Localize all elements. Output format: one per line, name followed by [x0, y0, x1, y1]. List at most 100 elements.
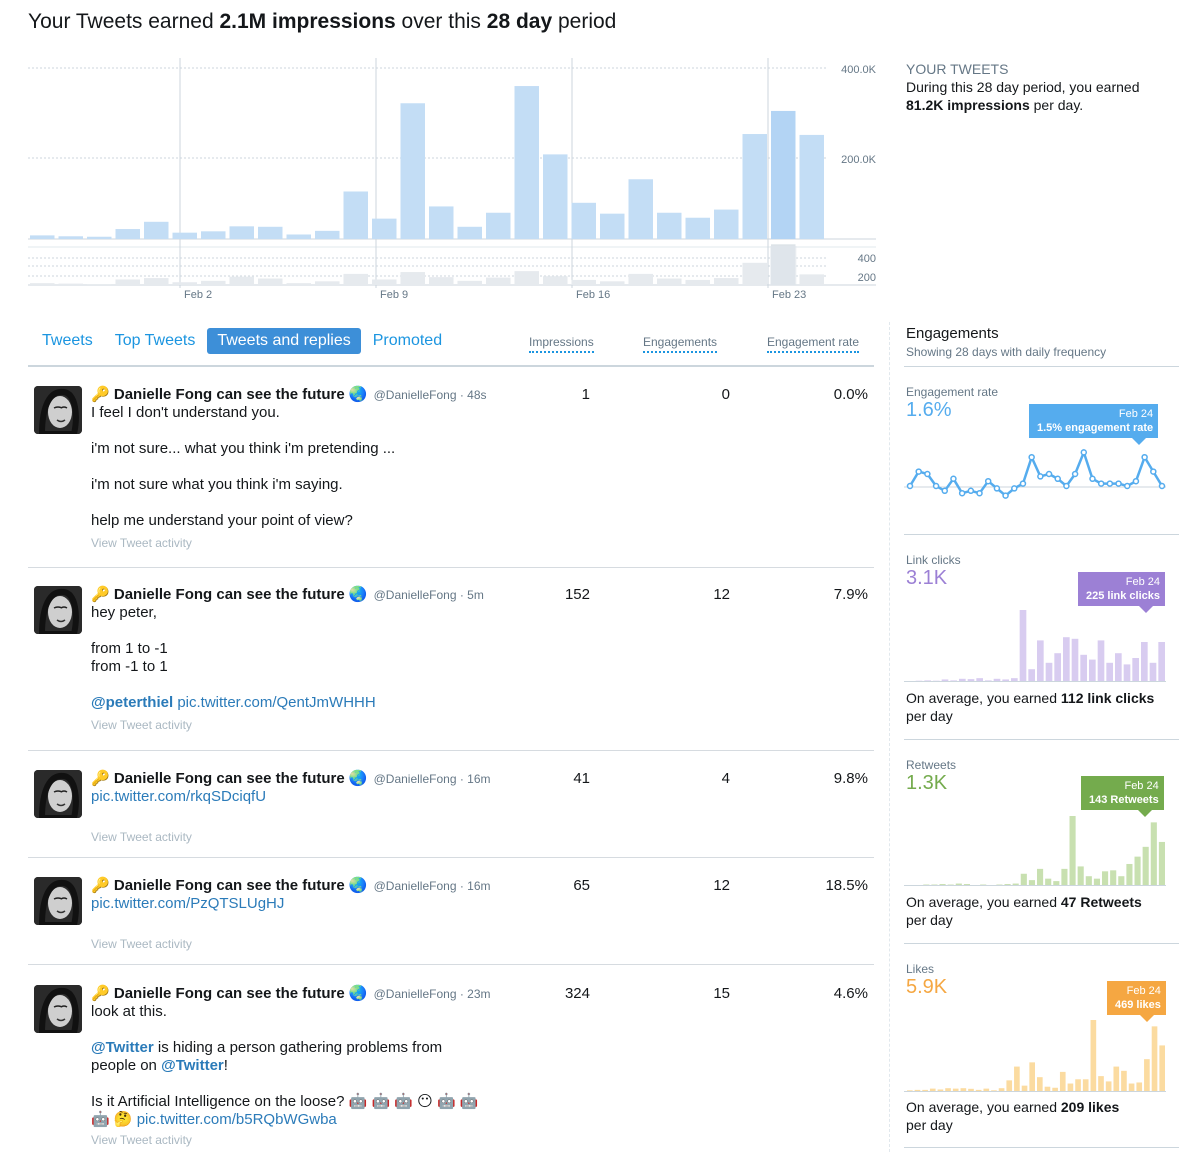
engagements-bar[interactable]	[685, 279, 711, 285]
daily-bar[interactable]	[941, 679, 949, 682]
daily-bar[interactable]	[967, 679, 975, 682]
engagement-rate-point[interactable]	[958, 489, 966, 497]
daily-bar[interactable]	[976, 678, 983, 682]
daily-bar[interactable]	[914, 1089, 921, 1092]
engagements-bar[interactable]	[628, 273, 654, 285]
daily-bar[interactable]	[1011, 678, 1018, 682]
pic-link[interactable]: pic.twitter.com/rkqSDciqfU	[91, 788, 267, 805]
impressions-bar[interactable]	[514, 86, 540, 240]
column-engagements[interactable]: Engagements	[643, 335, 718, 353]
engagement-rate-point[interactable]	[1019, 480, 1027, 487]
avatar[interactable]	[34, 586, 82, 634]
impressions-bar[interactable]	[771, 110, 796, 239]
daily-bar[interactable]	[1098, 1076, 1104, 1092]
engagement-rate-point[interactable]	[1132, 477, 1140, 485]
daily-bar[interactable]	[1113, 1066, 1120, 1092]
impressions-bar[interactable]	[486, 212, 511, 239]
view-tweet-activity-link[interactable]: View Tweet activity	[91, 536, 192, 550]
engagements-bar[interactable]	[657, 278, 682, 285]
daily-bar[interactable]	[1126, 863, 1133, 886]
engagement-rate-point[interactable]	[1141, 453, 1148, 461]
mention-link[interactable]: @Twitter	[161, 1057, 224, 1074]
impressions-bar[interactable]	[315, 230, 340, 239]
avatar[interactable]	[34, 985, 82, 1033]
daily-bar[interactable]	[1067, 1083, 1074, 1092]
engagement-rate-point[interactable]	[1150, 468, 1157, 475]
daily-bar[interactable]	[1045, 662, 1053, 682]
author-name[interactable]: Danielle Fong can see the future	[113, 877, 345, 894]
daily-bar[interactable]	[1054, 653, 1061, 682]
engagements-bar[interactable]	[543, 276, 568, 285]
engagements-bar[interactable]	[30, 283, 55, 285]
daily-bar[interactable]	[1075, 1079, 1081, 1092]
daily-bar[interactable]	[929, 1088, 936, 1092]
view-tweet-activity-link[interactable]: View Tweet activity	[91, 830, 192, 844]
daily-bar[interactable]	[1037, 640, 1044, 682]
tab-tweets[interactable]: Tweets	[42, 332, 93, 349]
daily-bar[interactable]	[1115, 653, 1122, 682]
view-tweet-activity-link[interactable]: View Tweet activity	[91, 1133, 192, 1147]
engagements-bar[interactable]	[514, 271, 540, 285]
engagements-bar[interactable]	[315, 281, 340, 285]
daily-bar[interactable]	[1134, 856, 1141, 886]
engagements-bar[interactable]	[372, 279, 397, 285]
pic-link[interactable]: pic.twitter.com/QentJmWHHH	[173, 694, 376, 711]
view-tweet-activity-link[interactable]: View Tweet activity	[91, 718, 192, 732]
impressions-bar[interactable]	[115, 229, 141, 239]
engagements-bar[interactable]	[486, 277, 511, 285]
impressions-bar[interactable]	[144, 221, 169, 239]
avatar[interactable]	[34, 770, 82, 818]
tab-promoted[interactable]: Promoted	[372, 332, 443, 349]
engagement-rate-point[interactable]	[967, 487, 975, 495]
daily-bar[interactable]	[1071, 638, 1079, 682]
engagement-rate-point[interactable]	[924, 470, 931, 478]
pic-link[interactable]: pic.twitter.com/b5RQbWGwba	[136, 1111, 337, 1128]
impressions-bar[interactable]	[286, 234, 312, 239]
author-handle[interactable]: @DanielleFong · 48s	[373, 388, 487, 402]
daily-bar[interactable]	[1159, 1045, 1165, 1092]
engagements-bar[interactable]	[799, 274, 825, 285]
engagement-rate-point[interactable]	[1002, 492, 1009, 499]
daily-bar[interactable]	[1059, 1071, 1066, 1092]
daily-bar[interactable]	[1090, 1020, 1097, 1092]
daily-bar[interactable]	[1028, 880, 1035, 886]
impressions-bar[interactable]	[87, 236, 112, 239]
daily-bar[interactable]	[1132, 658, 1139, 682]
daily-bar[interactable]	[1151, 1026, 1158, 1092]
engagement-rate-point[interactable]	[1080, 449, 1088, 456]
daily-bar[interactable]	[1105, 1081, 1112, 1092]
author-name[interactable]: Danielle Fong can see the future	[113, 386, 345, 403]
daily-bar[interactable]	[1014, 1066, 1020, 1092]
engagement-rate-point[interactable]	[1011, 485, 1018, 492]
engagement-rate-point[interactable]	[1028, 453, 1035, 461]
impressions-bar[interactable]	[628, 179, 654, 239]
impressions-bar[interactable]	[714, 209, 739, 239]
engagements-bar[interactable]	[343, 273, 369, 285]
impressions-bar[interactable]	[571, 202, 597, 239]
daily-bar[interactable]	[968, 1088, 974, 1092]
impressions-bar[interactable]	[799, 134, 825, 239]
daily-bar[interactable]	[1029, 1062, 1035, 1092]
author-name[interactable]: Danielle Fong can see the future	[113, 586, 345, 603]
daily-bar[interactable]	[1150, 822, 1157, 886]
impressions-bar[interactable]	[30, 235, 55, 239]
mention-link[interactable]: @peterthiel	[91, 694, 174, 711]
engagements-bar[interactable]	[229, 276, 255, 285]
avatar[interactable]	[34, 877, 82, 925]
author-name[interactable]: Danielle Fong can see the future	[113, 985, 345, 1002]
engagements-bar[interactable]	[742, 262, 768, 285]
daily-bar[interactable]	[1123, 664, 1131, 682]
engagements-bar[interactable]	[172, 282, 198, 285]
daily-bar[interactable]	[1044, 1086, 1051, 1092]
daily-bar[interactable]	[1019, 610, 1027, 682]
engagements-bar[interactable]	[429, 277, 454, 285]
engagement-rate-point[interactable]	[993, 485, 1001, 492]
engagements-bar[interactable]	[571, 279, 597, 285]
daily-bar[interactable]	[1053, 881, 1060, 886]
engagement-rate-point[interactable]	[1106, 480, 1114, 487]
engagement-rate-point[interactable]	[932, 482, 940, 490]
daily-bar[interactable]	[983, 1088, 990, 1092]
daily-bar[interactable]	[955, 883, 962, 886]
engagements-bar[interactable]	[286, 283, 312, 285]
impressions-bar[interactable]	[343, 191, 369, 239]
